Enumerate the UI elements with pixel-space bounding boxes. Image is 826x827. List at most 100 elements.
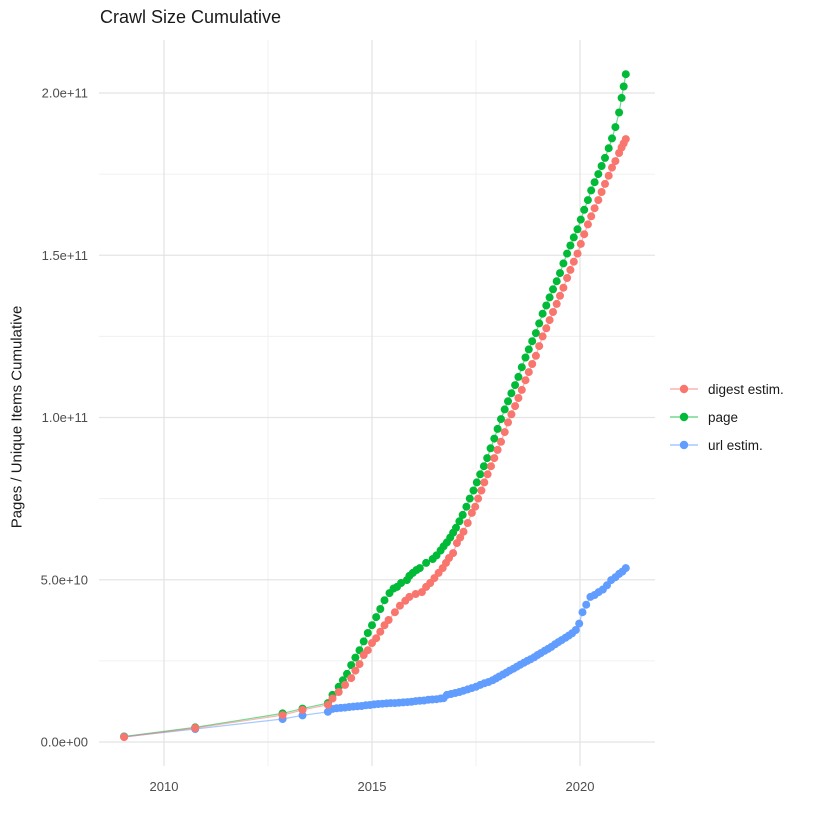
data-point	[573, 225, 582, 234]
data-point	[483, 470, 492, 479]
data-point	[578, 608, 587, 617]
data-point	[511, 402, 520, 411]
data-point	[597, 162, 606, 170]
data-point	[549, 308, 557, 316]
data-point	[524, 368, 533, 377]
x-tick-label: 2020	[566, 779, 595, 794]
data-point	[587, 212, 596, 221]
data-point	[514, 394, 523, 402]
data-point	[538, 309, 547, 318]
data-point	[487, 462, 495, 471]
data-point	[617, 93, 626, 102]
legend-key-page-icon	[670, 412, 698, 422]
data-point	[347, 674, 356, 683]
legend-label-url-estim: url estim.	[708, 437, 763, 453]
data-point	[594, 196, 603, 205]
data-point	[521, 376, 530, 385]
data-point	[500, 428, 509, 437]
series-url-estim	[120, 564, 630, 741]
y-tick-label: 1.5e+11	[42, 248, 88, 263]
data-point	[531, 351, 540, 360]
data-point	[497, 437, 505, 446]
data-point	[576, 239, 585, 248]
data-point	[355, 660, 364, 669]
y-axis-ticks: 0.0e+00 5.0e+10 1.0e+11 1.5e+11 2.0e+11	[41, 86, 88, 750]
series-digest-estim	[120, 135, 630, 742]
data-point	[594, 170, 603, 179]
data-point	[582, 600, 591, 609]
data-point	[351, 666, 360, 675]
data-point	[467, 508, 476, 517]
x-tick-label: 2010	[150, 779, 179, 794]
data-point	[191, 724, 200, 732]
data-point	[359, 637, 368, 646]
data-point	[517, 363, 526, 372]
data-point	[621, 564, 630, 573]
data-point	[334, 688, 343, 696]
data-point	[608, 163, 616, 172]
y-axis-title: Pages / Unique Items Cumulative	[8, 305, 26, 529]
data-point	[462, 502, 471, 511]
data-point	[575, 619, 584, 628]
chart-title: Crawl Size Cumulative	[100, 7, 282, 27]
x-axis-ticks: 2010 2015 2020	[150, 779, 595, 794]
data-point	[328, 694, 337, 703]
data-point	[395, 601, 404, 610]
data-point	[504, 397, 512, 406]
data-point	[566, 241, 575, 250]
y-tick-label: 0.0e+00	[41, 735, 88, 750]
data-point	[463, 519, 472, 527]
data-point	[549, 285, 557, 294]
data-point	[376, 605, 385, 613]
data-point	[476, 470, 485, 479]
data-point	[542, 301, 551, 310]
data-point	[497, 415, 505, 424]
data-point	[500, 405, 509, 414]
data-point	[456, 533, 465, 542]
data-point	[351, 653, 360, 662]
data-point	[486, 444, 495, 453]
data-point	[531, 329, 540, 338]
data-point	[535, 319, 544, 328]
series-page	[120, 70, 630, 741]
data-point	[538, 332, 547, 341]
data-point	[452, 523, 460, 532]
data-point	[535, 342, 544, 351]
data-point	[422, 558, 431, 567]
data-point	[583, 196, 592, 205]
data-point	[390, 608, 399, 617]
data-point	[474, 494, 483, 503]
data-point	[449, 549, 458, 558]
data-point	[580, 205, 589, 214]
legend-item-digest-estim: digest estim.	[668, 380, 784, 398]
data-point	[514, 372, 523, 381]
data-point	[528, 360, 537, 368]
data-point	[556, 291, 564, 300]
data-point	[507, 410, 516, 419]
legend-item-url-estim: url estim.	[668, 436, 784, 454]
data-point	[507, 389, 516, 398]
gridlines-major	[99, 40, 655, 766]
data-point	[608, 134, 616, 143]
data-point	[504, 418, 512, 427]
data-point	[521, 353, 530, 362]
data-point	[571, 626, 580, 634]
data-point	[604, 144, 613, 153]
data-point	[493, 445, 502, 454]
data-point	[415, 564, 424, 573]
data-point	[528, 337, 537, 346]
data-point	[559, 283, 568, 292]
legend-key-url-estim-icon	[670, 440, 698, 450]
data-point	[619, 82, 628, 91]
data-point	[563, 249, 572, 258]
data-point	[621, 70, 630, 79]
data-point	[545, 316, 554, 325]
data-point	[323, 700, 332, 709]
legend-item-page: page	[668, 408, 784, 426]
data-point	[372, 613, 381, 622]
x-tick-label: 2015	[358, 779, 387, 794]
y-tick-label: 1.0e+11	[42, 410, 88, 425]
data-point	[459, 527, 468, 536]
